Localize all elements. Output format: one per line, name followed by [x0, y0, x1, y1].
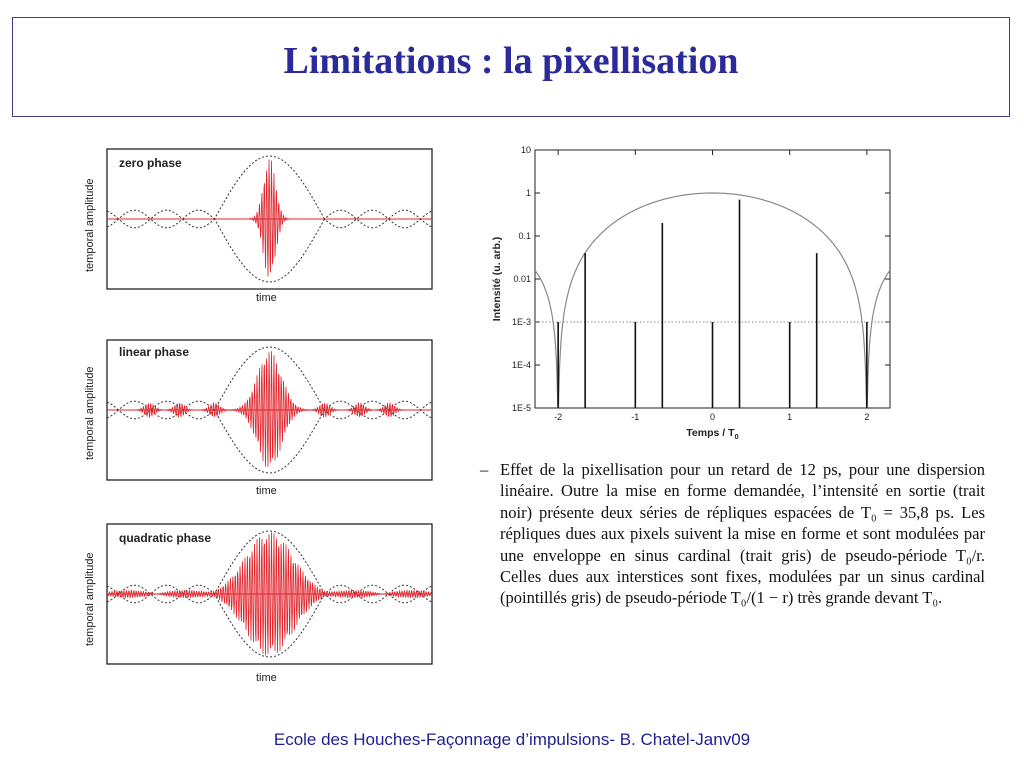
panel-label: quadratic phase [119, 531, 212, 545]
envelope-lower [106, 218, 433, 283]
zero-phase-plot [106, 148, 433, 290]
panel-quadratic-phase [80, 521, 440, 686]
x-tick-label: -2 [554, 412, 562, 422]
panel-linear-phase [80, 337, 440, 502]
panel-label: zero phase [119, 156, 182, 170]
y-axis-label: temporal amplitude [84, 178, 96, 272]
y-tick-label: 10 [521, 145, 531, 155]
caption-text: Effet de la pixellisation pour un retard… [500, 460, 985, 608]
footer: Ecole des Houches-Façonnage d’impulsions… [273, 730, 751, 749]
y-tick-label: 0.1 [518, 231, 531, 241]
y-axis-label: temporal amplitude [84, 552, 96, 646]
x-axis-label: time [256, 672, 277, 684]
envelope-upper [106, 346, 433, 411]
envelope-lower [106, 593, 433, 658]
intensity-chart: 10 1 0.1 0.01 1E-3 1E-4 1E-5 -2 -1 0 1 2 Temps / T0 I… [491, 145, 891, 440]
x-axis-label: time [256, 485, 277, 497]
figure-caption: – Effet de la pixellisation pour un reta… [480, 459, 985, 609]
x-axis-title-subscript: 0 [735, 432, 739, 440]
x-tick-label: 2 [864, 412, 869, 422]
x-tick-label: 0 [710, 412, 715, 422]
caption-dash: – [480, 460, 489, 479]
x-tick-label: -1 [631, 412, 639, 422]
envelope-upper [106, 530, 433, 595]
y-tick-label: 1 [526, 188, 531, 198]
linear-phase-plot [106, 339, 433, 481]
slide-title: Limitations : la pixellisation [283, 40, 739, 82]
y-axis-label: temporal amplitude [84, 366, 96, 460]
envelope-lower [106, 409, 433, 474]
y-axis-title: Intensité (u. arb.) [491, 237, 503, 322]
y-tick-label: 1E-4 [512, 360, 531, 370]
quadratic-phase-plot [106, 523, 433, 665]
x-axis-label: time [256, 292, 277, 304]
signal-trace [107, 350, 432, 468]
signal-trace [107, 159, 432, 277]
panel-label: linear phase [119, 345, 190, 359]
sinc-envelope [534, 192, 891, 406]
y-tick-label: 1E-3 [512, 317, 531, 327]
envelope-upper [106, 155, 433, 220]
x-tick-label: 1 [787, 412, 792, 422]
y-tick-label: 1E-5 [512, 403, 531, 413]
title-box: Limitations : la pixellisation [12, 17, 1010, 117]
x-axis-title: Temps / T0 [686, 427, 738, 440]
y-tick-label: 0.01 [513, 274, 531, 284]
panel-zero-phase [80, 146, 440, 311]
signal-trace [106, 532, 433, 656]
